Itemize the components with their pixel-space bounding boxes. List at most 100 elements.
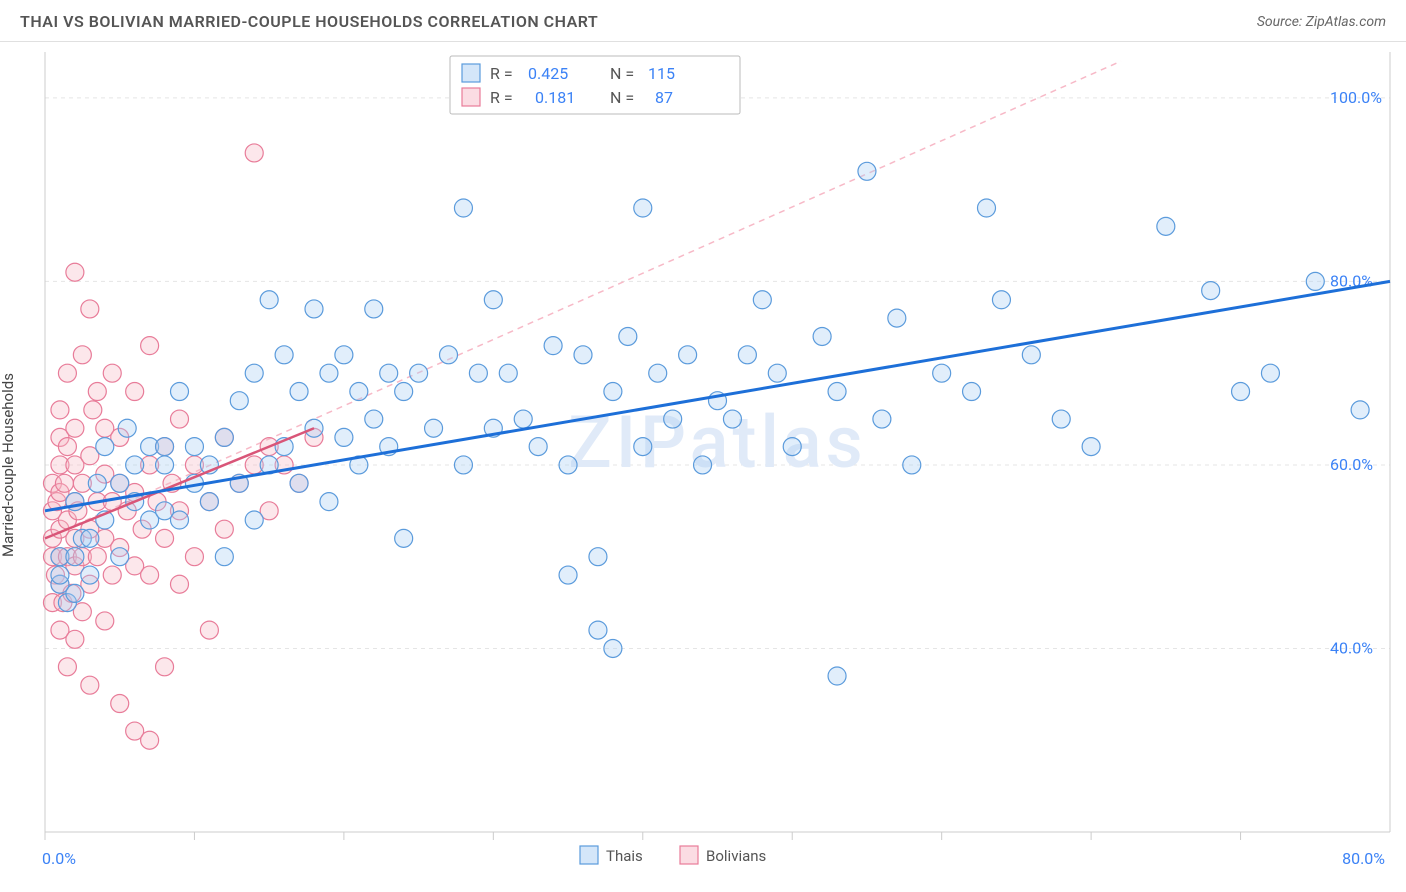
thais-point xyxy=(544,337,562,355)
bolivians-point xyxy=(171,575,189,593)
thais-point xyxy=(410,364,428,382)
thais-point xyxy=(290,474,308,492)
thais-point xyxy=(589,621,607,639)
bolivians-point xyxy=(103,566,121,584)
thais-point xyxy=(245,511,263,529)
legend-r-label: R = xyxy=(490,64,513,83)
chart-container: THAI VS BOLIVIAN MARRIED-COUPLE HOUSEHOL… xyxy=(0,0,1406,892)
thais-point xyxy=(768,364,786,382)
thais-point xyxy=(88,474,106,492)
thais-point xyxy=(81,529,99,547)
bottom-legend-bolivians: Bolivians xyxy=(706,847,766,865)
thais-point xyxy=(469,364,487,382)
bolivians-point xyxy=(171,410,189,428)
thais-point xyxy=(1052,410,1070,428)
thais-point xyxy=(171,383,189,401)
thais-point xyxy=(350,383,368,401)
thais-point xyxy=(200,493,218,511)
bolivians-point xyxy=(81,676,99,694)
bolivians-point xyxy=(55,474,73,492)
chart-area: Married-couple Households 40.0%60.0%80.0… xyxy=(0,42,1406,887)
thais-point xyxy=(320,364,338,382)
bolivians-point xyxy=(84,401,102,419)
bolivians-point xyxy=(245,144,263,162)
thais-point xyxy=(933,364,951,382)
thais-point xyxy=(589,548,607,566)
thais-point xyxy=(1082,438,1100,456)
chart-title: THAI VS BOLIVIAN MARRIED-COUPLE HOUSEHOL… xyxy=(20,12,598,31)
thais-point xyxy=(604,383,622,401)
bolivians-point xyxy=(185,548,203,566)
thais-point xyxy=(499,364,517,382)
bolivians-point xyxy=(66,630,84,648)
thais-point xyxy=(559,566,577,584)
thais-point xyxy=(215,548,233,566)
legend-swatch-thais xyxy=(462,64,480,82)
legend-r-label: R = xyxy=(490,88,513,107)
thais-point xyxy=(604,639,622,657)
thais-point xyxy=(380,364,398,382)
thais-point xyxy=(425,419,443,437)
bolivians-point xyxy=(215,520,233,538)
legend-n-label: N = xyxy=(610,64,634,83)
thais-point xyxy=(365,410,383,428)
thais-point xyxy=(185,438,203,456)
legend-r-thais: 0.425 xyxy=(528,64,568,83)
bottom-legend-thais: Thais xyxy=(606,847,643,865)
thais-point xyxy=(1306,272,1324,290)
scatter-chart: 40.0%60.0%80.0%100.0%ZIPatlasR =0.425N =… xyxy=(0,42,1406,887)
thais-point xyxy=(1351,401,1369,419)
thais-point xyxy=(888,309,906,327)
thais-point xyxy=(171,511,189,529)
thais-point xyxy=(783,438,801,456)
thais-point xyxy=(260,291,278,309)
y-tick-label: 40.0% xyxy=(1330,638,1373,657)
bolivians-point xyxy=(111,695,129,713)
bolivians-point xyxy=(58,438,76,456)
thais-point xyxy=(81,566,99,584)
bolivians-point xyxy=(58,658,76,676)
source-attribution: Source: ZipAtlas.com xyxy=(1257,14,1386,30)
thais-point xyxy=(1157,217,1175,235)
thais-point xyxy=(903,456,921,474)
thais-point xyxy=(335,346,353,364)
thais-point xyxy=(873,410,891,428)
thais-point xyxy=(454,456,472,474)
thais-point xyxy=(634,199,652,217)
thais-point xyxy=(649,364,667,382)
thais-point xyxy=(753,291,771,309)
thais-point xyxy=(1202,282,1220,300)
thais-point xyxy=(440,346,458,364)
thais-point xyxy=(559,456,577,474)
x-tick-label-min: 0.0% xyxy=(42,849,76,868)
bolivians-point xyxy=(156,658,174,676)
thais-point xyxy=(118,419,136,437)
bolivians-point xyxy=(73,346,91,364)
bolivians-point xyxy=(96,612,114,630)
thais-point xyxy=(290,383,308,401)
header: THAI VS BOLIVIAN MARRIED-COUPLE HOUSEHOL… xyxy=(0,0,1406,42)
thais-point xyxy=(514,410,532,428)
thais-point xyxy=(813,327,831,345)
y-tick-label: 100.0% xyxy=(1330,88,1382,107)
thais-point xyxy=(1261,364,1279,382)
legend-n-label: N = xyxy=(610,88,634,107)
bolivians-point xyxy=(126,383,144,401)
thais-point xyxy=(51,566,69,584)
bolivians-point xyxy=(58,364,76,382)
thais-point xyxy=(335,428,353,446)
thais-point xyxy=(828,667,846,685)
bolivians-point xyxy=(141,566,159,584)
legend-r-bolivians: 0.181 xyxy=(535,88,575,107)
bolivians-point xyxy=(66,419,84,437)
thais-point xyxy=(395,383,413,401)
thais-point xyxy=(96,438,114,456)
bottom-legend-swatch-bolivians xyxy=(680,846,698,864)
bolivians-point xyxy=(66,263,84,281)
thais-point xyxy=(619,327,637,345)
thais-point xyxy=(66,584,84,602)
bolivians-point xyxy=(156,529,174,547)
thais-point xyxy=(156,456,174,474)
thais-point xyxy=(978,199,996,217)
thais-point xyxy=(664,410,682,428)
